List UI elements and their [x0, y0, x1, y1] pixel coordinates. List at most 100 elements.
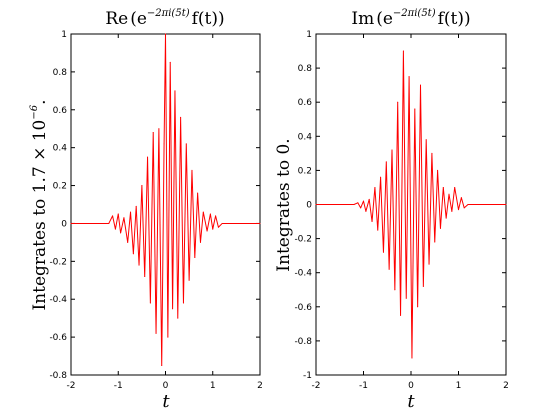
right-series-point — [377, 229, 379, 231]
right-series — [315, 50, 507, 359]
left-series-line — [71, 33, 260, 367]
left-series-point — [215, 215, 217, 217]
right-series-point — [357, 202, 359, 204]
left-plot-title: Re (e−2πi(5t) f(t)) — [105, 8, 224, 29]
left-series-point — [202, 211, 204, 213]
left-series-point — [135, 205, 137, 207]
right-xtick-label: 1 — [456, 381, 462, 391]
right-series-point — [382, 251, 384, 253]
left-series-point — [182, 302, 184, 304]
left-ylabel-tail: . — [30, 99, 50, 104]
right-xticks: -2 -1 0 1 2 — [312, 34, 509, 391]
right-series-point — [425, 139, 427, 141]
right-series-point — [434, 241, 436, 243]
right-ytick-label: -0.4 — [294, 269, 312, 279]
right-xtick-label: -2 — [312, 381, 321, 391]
right-series-point — [371, 221, 373, 223]
left-series-point — [120, 232, 122, 234]
left-ytick-label: 0.6 — [53, 106, 68, 116]
left-ytick-label: -0.4 — [49, 295, 67, 305]
right-series-point — [397, 101, 399, 103]
left-ytick-label: 0 — [61, 219, 67, 229]
left-series — [70, 33, 261, 367]
right-xtick-label: 0 — [408, 381, 414, 391]
left-title-exp: −2πi(5t) — [147, 8, 190, 19]
left-ytick-label: 0.8 — [53, 68, 68, 78]
right-series-point — [451, 210, 453, 212]
left-series-point — [108, 222, 110, 224]
right-series-point — [422, 285, 424, 287]
left-ytick-label: 1 — [61, 30, 67, 40]
right-series-point — [363, 200, 364, 202]
right-ytick-label: 0.2 — [298, 166, 312, 176]
right-series-point — [380, 176, 382, 178]
left-series-point — [123, 217, 125, 219]
left-series-point — [209, 213, 211, 215]
right-title-exp: −2πi(5t) — [393, 8, 436, 19]
right-series-point — [374, 186, 376, 188]
left-series-point — [197, 192, 199, 194]
left-xtick-label: 1 — [210, 381, 216, 391]
right-ytick-label: -1 — [303, 371, 312, 381]
right-ylabel-main: Integrates to 0. — [274, 138, 294, 271]
right-series-point — [458, 209, 459, 211]
left-title-tail: f(t) — [192, 9, 218, 29]
right-title-fn: Im — [351, 9, 374, 29]
left-series-point — [165, 33, 166, 35]
left-series-point — [169, 61, 171, 63]
right-xtick-label: -1 — [359, 381, 368, 391]
right-series-point — [414, 108, 416, 110]
right-series-point — [417, 306, 419, 308]
right-series-point — [315, 204, 317, 205]
left-series-point — [155, 332, 157, 334]
left-series-point — [177, 317, 179, 319]
left-series-point — [117, 213, 119, 215]
right-series-point — [448, 193, 450, 195]
left-y-axis-label: Integrates to 1.7 × 10−6. — [29, 99, 50, 310]
right-series-point — [391, 149, 393, 151]
right-series-point — [388, 268, 390, 270]
right-ytick-label: 0.4 — [298, 132, 313, 142]
right-series-point — [420, 84, 421, 86]
left-series-point — [163, 143, 165, 145]
right-series-point — [467, 204, 469, 205]
right-ytick-label: -0.2 — [294, 235, 312, 245]
right-ytick-label: -0.6 — [294, 303, 312, 313]
left-ytick-label: 0.4 — [53, 144, 68, 154]
left-xtick-label: 0 — [163, 381, 169, 391]
right-yticks: -1 -0.8 -0.6 -0.4 -0.2 0 0.2 0.4 0.6 0.8 1 — [294, 30, 506, 381]
left-series-point — [130, 211, 132, 213]
left-title-fn: Re — [105, 9, 128, 29]
left-series-point — [70, 222, 72, 224]
left-ytick-label: -0.2 — [49, 257, 67, 267]
right-title-tail: f(t) — [438, 9, 464, 29]
left-series-point — [194, 257, 196, 259]
left-series-point — [158, 128, 160, 130]
left-series-point — [259, 222, 261, 224]
right-series-point — [411, 357, 413, 359]
left-series-point — [132, 253, 134, 255]
left-series-point — [206, 230, 208, 232]
right-plot: -1-0.8-0.6-0.4-0.200.20.40.60.81 -2 -1 0 1 2… — [274, 8, 509, 412]
right-series-point — [360, 207, 362, 209]
left-series-point — [180, 116, 182, 118]
left-ytick-label: -0.6 — [49, 333, 67, 343]
left-ytick-label: 0.2 — [53, 182, 67, 192]
right-series-point — [454, 186, 456, 188]
right-series-point — [368, 198, 370, 200]
left-series-point — [212, 228, 214, 230]
right-series-point — [428, 263, 430, 265]
right-xtick-label: 2 — [503, 381, 509, 391]
right-series-point — [402, 50, 404, 52]
left-series-point — [199, 241, 201, 243]
right-plot-title: Im (e−2πi(5t) f(t)) — [351, 8, 470, 29]
left-series-point — [141, 185, 143, 187]
right-series-point — [437, 169, 439, 171]
right-series-point — [460, 197, 462, 199]
right-y-axis-label: Integrates to 0. — [274, 138, 294, 271]
left-series-point — [114, 228, 116, 230]
left-xtick-label: 2 — [257, 381, 263, 391]
right-series-line — [316, 50, 506, 359]
left-ylabel-main: Integrates to 1.7 × 10 — [30, 120, 50, 311]
